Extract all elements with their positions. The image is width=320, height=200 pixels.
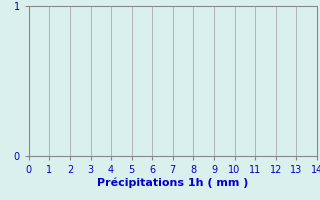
X-axis label: Précipitations 1h ( mm ): Précipitations 1h ( mm ) bbox=[97, 178, 249, 188]
